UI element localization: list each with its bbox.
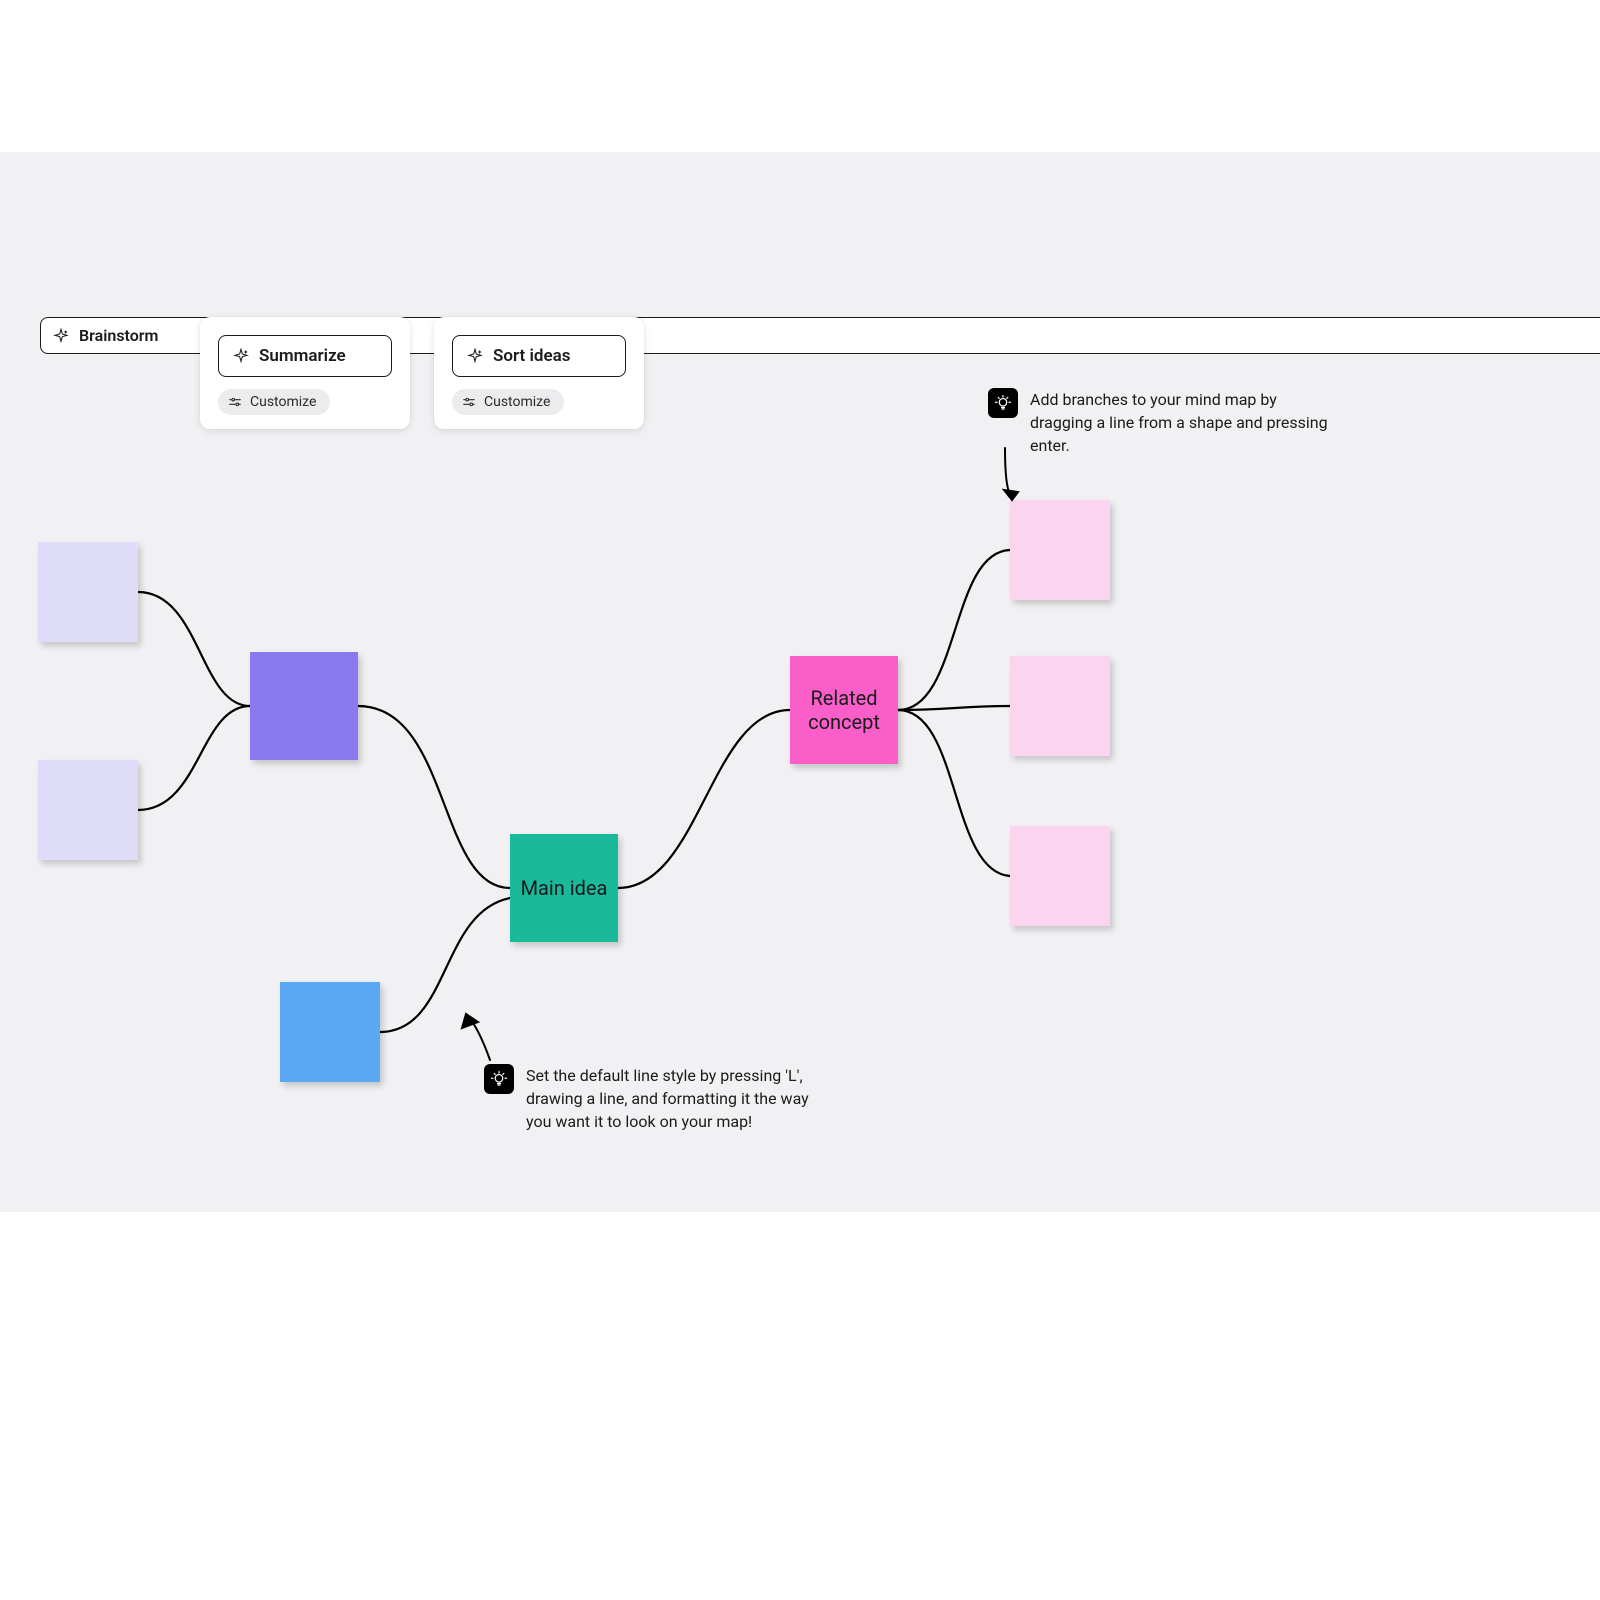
mindmap-edge <box>138 706 250 810</box>
tip-add-branches: Add branches to your mind map by draggin… <box>988 388 1328 458</box>
tip-arrow <box>466 1014 490 1060</box>
mindmap-edge <box>898 710 1010 876</box>
note-pink-1[interactable] <box>1010 500 1110 600</box>
note-lilac-1[interactable] <box>38 542 138 642</box>
lightbulb-icon <box>484 1064 514 1094</box>
note-purple[interactable] <box>250 652 358 760</box>
sparkle-icon <box>53 328 69 344</box>
note-main[interactable]: Main idea <box>510 834 618 942</box>
sparkle-icon <box>467 348 483 364</box>
customize-label: Customize <box>484 394 550 410</box>
mindmap-edge <box>138 592 250 706</box>
sort-ideas-card: Sort ideas Customize <box>434 317 644 429</box>
tip-line-style: Set the default line style by pressing '… <box>484 1064 824 1134</box>
sparkle-icon <box>233 348 249 364</box>
sliders-icon <box>462 395 476 409</box>
note-lilac-2[interactable] <box>38 760 138 860</box>
summarize-card: Summarize Customize <box>200 317 410 429</box>
sort-ideas-label: Sort ideas <box>493 346 570 366</box>
tip-arrow-head <box>1004 490 1018 500</box>
summarize-label: Summarize <box>259 346 346 366</box>
note-label: Related concept <box>790 686 898 734</box>
sliders-icon <box>228 395 242 409</box>
tip-text: Add branches to your mind map by draggin… <box>1030 388 1328 458</box>
sort-ideas-button[interactable]: Sort ideas <box>452 335 626 377</box>
mindmap-edge <box>898 550 1010 710</box>
summarize-customize-button[interactable]: Customize <box>218 389 330 415</box>
mindmap-edge <box>618 710 790 888</box>
tip-arrow-head <box>462 1014 478 1028</box>
note-blue[interactable] <box>280 982 380 1082</box>
mindmap-edge <box>358 706 510 888</box>
note-pink-3[interactable] <box>1010 826 1110 926</box>
mindmap-edge <box>380 898 510 1032</box>
note-pink-2[interactable] <box>1010 656 1110 756</box>
lightbulb-icon <box>988 388 1018 418</box>
customize-label: Customize <box>250 394 316 410</box>
tip-text: Set the default line style by pressing '… <box>526 1064 824 1134</box>
sort-ideas-customize-button[interactable]: Customize <box>452 389 564 415</box>
note-related[interactable]: Related concept <box>790 656 898 764</box>
summarize-button[interactable]: Summarize <box>218 335 392 377</box>
note-label: Main idea <box>515 876 614 900</box>
mindmap-edge <box>898 706 1010 710</box>
brainstorm-label: Brainstorm <box>79 326 158 345</box>
mindmap-canvas[interactable]: Main idea Related concept Brainstorm Summ… <box>0 152 1600 1212</box>
